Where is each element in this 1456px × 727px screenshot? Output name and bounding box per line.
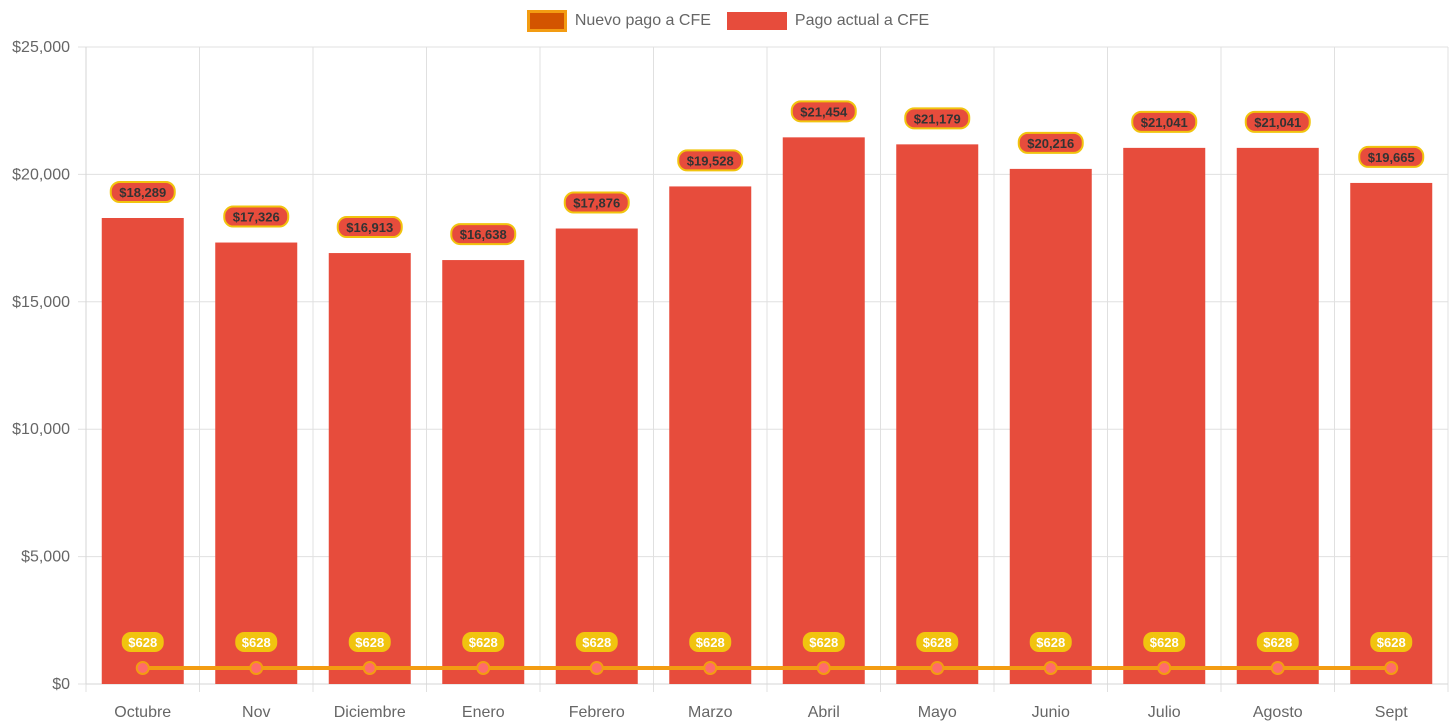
legend-item-nuevo-pago[interactable]: Nuevo pago a CFE <box>526 10 711 32</box>
x-tick-label: Agosto <box>1253 704 1303 721</box>
bar-data-label-bg <box>1358 145 1425 168</box>
line-point <box>1384 660 1399 675</box>
bar-data-label-bg <box>109 180 176 203</box>
x-tick-label: Diciembre <box>334 704 406 721</box>
line-data-label-bg <box>121 631 164 652</box>
bar-data-label-bg <box>563 191 630 214</box>
line-data-label-bg <box>916 631 959 652</box>
x-tick-label: Octubre <box>114 704 171 721</box>
bar <box>896 144 979 685</box>
bar <box>328 253 411 684</box>
line-data-label-bg <box>462 631 505 652</box>
bar-data-label-bg <box>790 100 857 123</box>
line-data-label: $628 <box>923 635 952 650</box>
legend-swatch-bar <box>726 12 787 30</box>
bar-data-label: $21,041 <box>1254 115 1301 130</box>
bar-data-label: $21,041 <box>1141 115 1188 130</box>
bar-data-label: $17,876 <box>573 196 620 211</box>
line-data-label-bg <box>1143 631 1186 652</box>
line-data-label-bg <box>575 631 618 652</box>
line-data-label: $628 <box>582 635 611 650</box>
bar <box>1123 147 1206 685</box>
line-data-label-bg <box>689 631 732 652</box>
bar-data-label: $16,913 <box>346 220 393 235</box>
bar <box>101 217 184 684</box>
bar-data-label-bg <box>1244 110 1311 133</box>
line-data-label: $628 <box>1150 635 1179 650</box>
line-data-label: $628 <box>809 635 838 650</box>
bar-data-label-bg <box>677 149 744 172</box>
line-data-label-bg <box>348 631 391 652</box>
legend-swatch-line <box>526 10 567 32</box>
bar-data-label-bg <box>904 107 971 130</box>
bar-data-label: $16,638 <box>460 227 507 242</box>
y-tick-label: $5,000 <box>21 549 70 566</box>
line-point <box>1157 660 1172 675</box>
line-data-label: $628 <box>469 635 498 650</box>
bar-data-label: $21,179 <box>914 111 961 126</box>
line-data-label: $628 <box>242 635 271 650</box>
bar <box>555 228 638 684</box>
line-data-label: $628 <box>1036 635 1065 650</box>
y-tick-label: $10,000 <box>12 421 70 438</box>
bar-data-label: $21,454 <box>800 104 848 119</box>
bar-data-label: $19,528 <box>687 153 734 168</box>
legend-label-pago-actual: Pago actual a CFE <box>794 12 930 29</box>
bar-data-label: $17,326 <box>233 210 280 225</box>
line-data-label: $628 <box>128 635 157 650</box>
bar-data-label: $19,665 <box>1368 150 1415 165</box>
y-tick-label: $15,000 <box>12 294 70 311</box>
line-data-label: $628 <box>355 635 384 650</box>
x-tick-label: Nov <box>242 704 270 721</box>
bar-data-label-bg <box>1017 131 1084 154</box>
chart-legend: Nuevo pago a CFE Pago actual a CFE <box>0 10 1456 32</box>
line-point <box>135 660 150 675</box>
line-data-label-bg <box>1256 631 1299 652</box>
x-tick-label: Enero <box>462 704 505 721</box>
bar-data-label: $18,289 <box>119 185 166 200</box>
y-tick-label: $20,000 <box>12 166 70 183</box>
line-point <box>1270 660 1285 675</box>
line-data-label: $628 <box>1377 635 1406 650</box>
x-tick-label: Abril <box>808 704 840 721</box>
bar <box>782 137 865 685</box>
line-point <box>362 660 377 675</box>
legend-label-nuevo-pago: Nuevo pago a CFE <box>574 12 711 29</box>
bar <box>669 186 752 684</box>
bar <box>215 242 298 685</box>
line-data-label-bg <box>235 631 278 652</box>
line-point <box>703 660 718 675</box>
line-point <box>589 660 604 675</box>
bar-data-label-bg <box>1131 110 1198 133</box>
x-tick-label: Junio <box>1032 704 1070 721</box>
x-tick-label: Febrero <box>569 704 625 721</box>
bar-data-label-bg <box>450 223 517 246</box>
line-data-label-bg <box>1370 631 1413 652</box>
line-point <box>1043 660 1058 675</box>
bar <box>1236 147 1319 685</box>
line-point <box>816 660 831 675</box>
legend-item-pago-actual[interactable]: Pago actual a CFE <box>726 12 930 30</box>
x-tick-label: Julio <box>1148 704 1181 721</box>
line-point <box>476 660 491 675</box>
bar-data-label-bg <box>223 205 290 228</box>
line-data-label-bg <box>802 631 845 652</box>
x-tick-label: Mayo <box>918 704 957 721</box>
line-point <box>930 660 945 675</box>
bar-data-label-bg <box>336 216 403 239</box>
line-data-label: $628 <box>1263 635 1292 650</box>
bar-data-label: $20,216 <box>1027 136 1074 151</box>
bar <box>1350 182 1433 685</box>
x-tick-label: Marzo <box>688 704 733 721</box>
x-tick-label: Sept <box>1375 704 1408 721</box>
bar <box>1009 168 1092 685</box>
line-data-label-bg <box>1029 631 1072 652</box>
line-data-label: $628 <box>696 635 725 650</box>
line-point <box>249 660 264 675</box>
y-tick-label: $0 <box>52 676 70 693</box>
bar <box>442 260 525 684</box>
y-tick-label: $25,000 <box>12 39 70 56</box>
